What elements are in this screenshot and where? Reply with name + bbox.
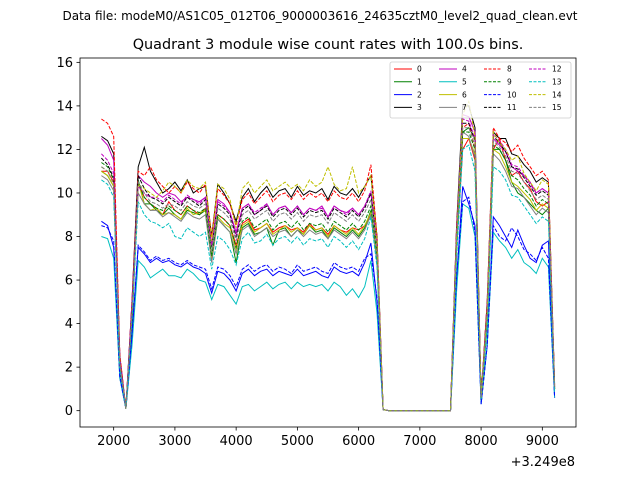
legend-label-10: 10 [507, 90, 517, 99]
legend-label-9: 9 [507, 78, 512, 87]
x-tick-label: 9000 [526, 434, 559, 449]
x-tick-label: 4000 [220, 434, 253, 449]
legend-label-3: 3 [417, 103, 422, 112]
y-tick-label: 14 [56, 99, 73, 114]
series-group [101, 99, 556, 412]
legend-label-11: 11 [507, 103, 517, 112]
legend-label-14: 14 [552, 90, 562, 99]
legend-label-12: 12 [552, 65, 562, 74]
legend-label-15: 15 [552, 103, 562, 112]
x-tick-label: 2000 [97, 434, 130, 449]
legend-label-8: 8 [507, 65, 512, 74]
figure-suptitle: Data file: modeM0/AS1C05_012T06_90000036… [62, 9, 577, 23]
chart-title: Quadrant 3 module wise count rates with … [133, 37, 524, 53]
x-tick-label: 6000 [342, 434, 375, 449]
x-tick-label: 5000 [281, 434, 314, 449]
x-tick-label: 7000 [403, 434, 436, 449]
legend-label-7: 7 [462, 103, 467, 112]
legend-box [389, 61, 572, 119]
y-tick-label: 6 [65, 274, 73, 289]
series-line-11 [101, 122, 556, 412]
y-tick-label: 8 [65, 230, 73, 245]
y-tick-label: 2 [65, 361, 73, 376]
y-tick-label: 4 [65, 317, 73, 332]
legend-label-0: 0 [417, 65, 422, 74]
legend-label-5: 5 [462, 78, 467, 87]
y-tick-label: 0 [65, 404, 73, 419]
legend-label-2: 2 [417, 90, 422, 99]
x-tick-label: 8000 [465, 434, 498, 449]
legend-label-13: 13 [552, 78, 562, 87]
y-tick-label: 12 [56, 143, 73, 158]
legend-label-4: 4 [462, 65, 467, 74]
series-line-15 [101, 127, 556, 412]
y-tick-label: 16 [56, 56, 73, 71]
y-tick-label: 10 [56, 186, 73, 201]
plot-frame [79, 57, 577, 428]
series-line-10 [101, 196, 556, 412]
x-tick-label: 3000 [158, 434, 191, 449]
legend-label-1: 1 [417, 78, 422, 87]
axes-group: 2000 3000 4000 5000 6000 7000 8000 900002468101… [56, 56, 577, 449]
x-offset-label: +3.249e8 [511, 455, 575, 470]
legend-label-6: 6 [462, 90, 467, 99]
